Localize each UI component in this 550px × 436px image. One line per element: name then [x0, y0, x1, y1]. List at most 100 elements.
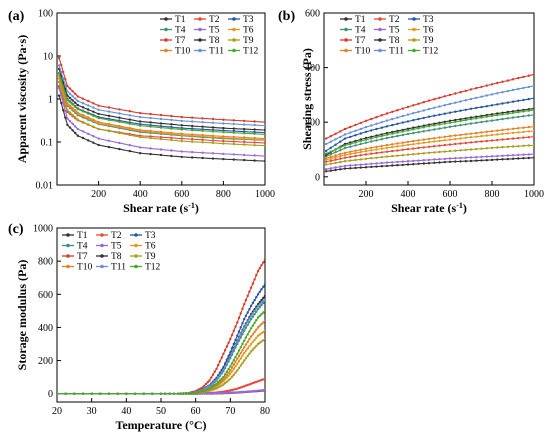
data-point-T10: [229, 369, 232, 372]
data-point-T11: [454, 101, 457, 104]
data-point-T7: [324, 137, 328, 140]
data-point-T12: [184, 392, 188, 395]
data-point-T2: [329, 159, 332, 162]
data-point-T3: [354, 134, 357, 137]
data-point-T3: [448, 111, 452, 114]
data-point-T4: [433, 128, 436, 131]
data-point-T10: [324, 157, 328, 160]
data-point-T5: [438, 158, 441, 161]
data-point-T3: [496, 103, 499, 106]
data-point-T5: [443, 157, 446, 161]
legend-marker-T5: [378, 27, 382, 32]
data-point-T4: [427, 129, 431, 132]
legend-marker-T7: [344, 38, 348, 42]
data-point-T10: [201, 133, 204, 137]
data-point-T7: [256, 269, 260, 273]
data-point-T8: [81, 106, 85, 109]
legend: T1 T2 T3 T4 T5 T6 T7 T8 T9 T10 T11 T12: [160, 15, 259, 57]
data-point-T8: [396, 129, 399, 133]
data-point-T2: [359, 154, 362, 157]
data-point-T6: [230, 370, 234, 373]
data-point-T4: [464, 123, 467, 126]
data-point-T11: [485, 94, 488, 97]
data-point-T10: [490, 130, 494, 133]
data-point-T1: [527, 156, 530, 160]
data-point-T4: [262, 301, 265, 305]
legend-entry-T4: T4: [175, 26, 186, 36]
data-point-T11: [334, 138, 337, 141]
data-point-T10: [255, 328, 258, 331]
data-point-T8: [87, 108, 90, 111]
data-point-T9: [64, 101, 67, 105]
data-point-T10: [433, 137, 436, 140]
data-point-T9: [522, 144, 525, 147]
data-point-T12: [220, 377, 223, 380]
legend-entry-T8: T8: [111, 252, 122, 262]
data-point-T7: [339, 130, 342, 133]
data-point-T12: [496, 114, 499, 117]
data-point-T5: [511, 154, 515, 157]
data-point-T9: [211, 141, 215, 145]
data-point-T2: [527, 136, 530, 139]
data-point-T11: [218, 373, 222, 376]
data-point-T9: [343, 160, 347, 163]
data-point-T4: [480, 120, 483, 124]
data-point-T7: [60, 63, 63, 67]
data-point-T3: [485, 105, 488, 108]
data-point-T7: [385, 112, 389, 115]
data-point-T12: [253, 321, 256, 325]
data-point-T7: [218, 360, 222, 363]
data-point-T11: [118, 112, 121, 115]
data-point-T2: [263, 377, 265, 380]
legend-entry-T7: T7: [77, 252, 88, 262]
data-point-T5: [225, 391, 229, 395]
data-point-T12: [241, 342, 244, 346]
data-point-T12: [68, 101, 72, 104]
data-point-T7: [260, 264, 263, 267]
data-point-T2: [485, 139, 488, 143]
data-point-T12: [210, 386, 213, 389]
data-point-T1: [380, 165, 383, 168]
data-point-T1: [180, 155, 183, 159]
data-point-T10: [87, 116, 90, 119]
legend-entry-T9: T9: [423, 36, 434, 46]
data-point-T12: [187, 392, 190, 395]
data-point-T7: [380, 114, 383, 117]
legend-marker-T9: [134, 254, 138, 258]
data-point-T10: [527, 125, 530, 129]
data-point-T11: [255, 307, 258, 310]
data-point-T12: [255, 319, 258, 322]
data-point-T7: [227, 341, 230, 344]
data-point-T12: [74, 105, 77, 109]
data-point-T1: [385, 164, 389, 168]
data-point-T9: [263, 144, 265, 147]
data-point-T1: [201, 156, 204, 160]
data-point-T9: [225, 380, 229, 383]
data-point-T6: [385, 146, 389, 150]
data-point-T12: [107, 392, 111, 395]
data-point-T8: [454, 118, 457, 122]
data-point-T6: [236, 362, 239, 366]
data-point-T12: [208, 387, 211, 390]
data-point-T1: [475, 159, 478, 162]
legend-marker-T8: [198, 38, 202, 42]
data-point-T12: [92, 114, 95, 118]
data-point-T5: [260, 389, 263, 392]
data-point-T12: [490, 114, 494, 118]
data-point-T6: [248, 345, 251, 348]
data-point-T9: [262, 339, 265, 342]
data-point-T12: [522, 110, 525, 113]
data-point-T7: [391, 110, 394, 114]
data-point-T9: [324, 163, 328, 166]
data-point-T4: [475, 121, 478, 125]
data-point-T9: [349, 159, 352, 162]
data-point-T12: [211, 130, 215, 133]
y-tick-label: 0.1: [41, 138, 54, 149]
data-point-T3: [244, 314, 248, 317]
data-point-T4: [251, 315, 255, 318]
data-point-T10: [230, 366, 234, 369]
data-point-T8: [262, 296, 265, 300]
data-point-T7: [480, 85, 483, 89]
data-point-T7: [459, 91, 462, 94]
legend-entry-T1: T1: [175, 15, 186, 25]
